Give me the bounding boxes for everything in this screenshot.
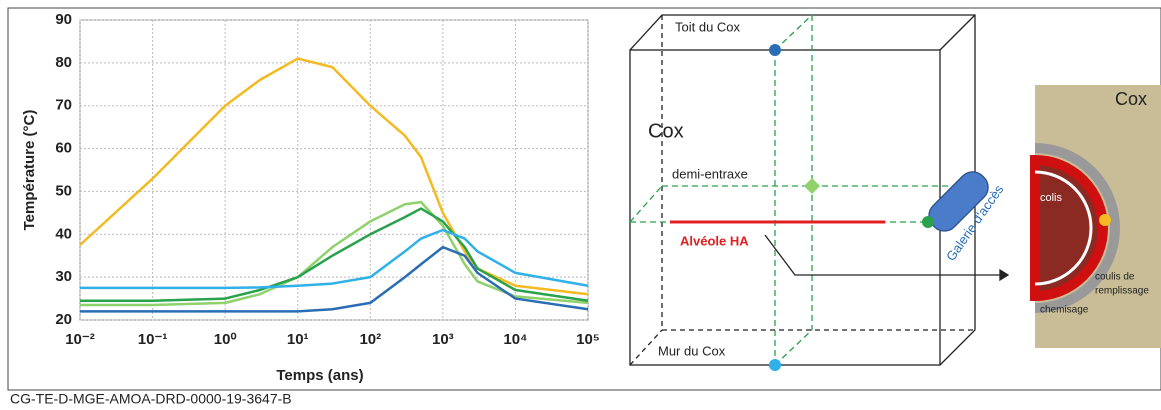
guide: [774, 329, 813, 366]
x-tick-label: 10³: [432, 331, 454, 348]
point: [769, 44, 781, 56]
y-tick-label: 70: [55, 97, 72, 114]
y-tick-label: 90: [55, 11, 72, 28]
grout: [1034, 143, 1120, 313]
y-tick-label: 60: [55, 140, 72, 157]
point: [1099, 214, 1111, 226]
box-edge: [939, 14, 976, 51]
label: chemisage: [1040, 305, 1089, 316]
x-tick-label: 10²: [359, 331, 381, 348]
x-tick-label: 10⁰: [214, 331, 237, 348]
y-tick-label: 80: [55, 54, 72, 71]
point: [804, 178, 820, 194]
label: colis: [1040, 192, 1063, 204]
line-series: [80, 207, 589, 302]
plot-area: [79, 19, 589, 321]
callout: [764, 234, 1000, 276]
point: [769, 359, 781, 371]
line-series: [80, 200, 589, 307]
guide: [774, 14, 813, 51]
guide: [629, 185, 663, 223]
footer: CG-TE-D-MGE-AMOA-DRD-0000-19-3647-B: [10, 391, 292, 407]
label: Cox: [648, 120, 684, 142]
x-tick-label: 10⁴: [503, 331, 527, 348]
label: demi-entraxe: [672, 166, 748, 181]
y-tick-label: 40: [55, 225, 72, 242]
label: remplissage: [1095, 286, 1149, 297]
diagram: [629, 14, 1161, 371]
line-series: [80, 245, 589, 313]
gallery: [928, 171, 989, 232]
label: coulis de: [1095, 272, 1135, 283]
x-tick-label: 10⁻²: [65, 331, 95, 348]
label: Toit du Cox: [675, 19, 741, 34]
label: Mur du Cox: [658, 343, 726, 358]
label: Alvéole HA: [680, 233, 749, 248]
y-tick-label: 20: [55, 311, 72, 328]
line-series: [80, 228, 589, 290]
package: [1030, 154, 1108, 302]
chart: Temps (ans) Température (°C) 20 30 40 50 60 7…: [21, 11, 600, 384]
x-axis-title: Temps (ans): [276, 367, 363, 384]
y-tick-label: 30: [55, 268, 72, 285]
point: [922, 216, 934, 228]
x-tick-label: 10¹: [287, 331, 309, 348]
y-axis-title: Température (°C): [21, 110, 38, 231]
label: Cox: [1115, 89, 1147, 109]
box-back: [629, 14, 976, 366]
liner: [1034, 170, 1093, 286]
x-tick-label: 10⁻¹: [138, 331, 168, 348]
y-tick-label: 50: [55, 182, 72, 199]
frame: [7, 7, 1161, 391]
box-hidden: [629, 329, 663, 366]
x-tick-label: 10⁵: [576, 331, 600, 348]
arrow: [999, 268, 1010, 282]
box-front: [629, 49, 941, 366]
